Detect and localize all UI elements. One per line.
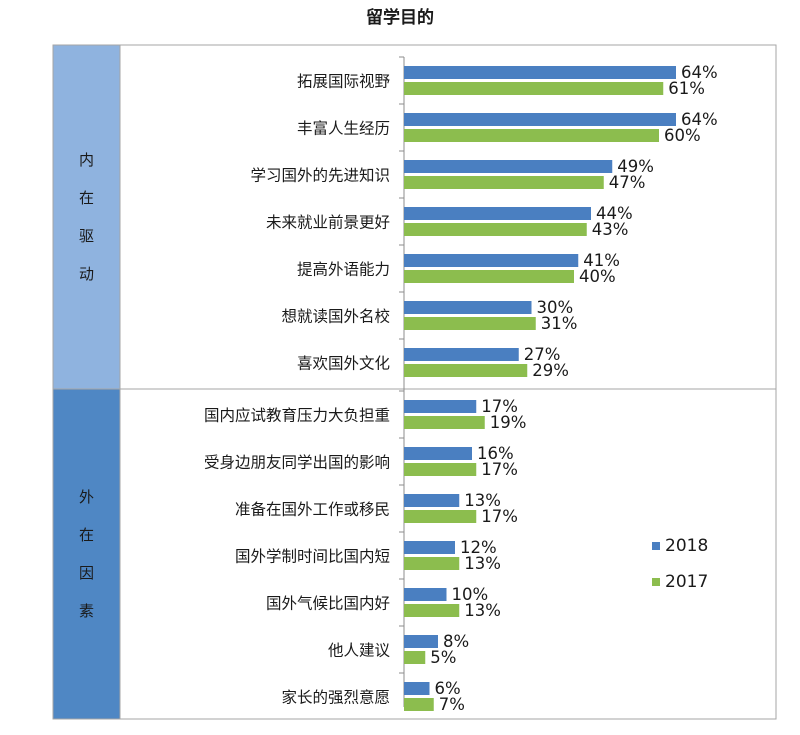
bar-2017 — [404, 698, 434, 711]
legend-swatch-2017 — [652, 578, 660, 586]
data-label-2017: 13% — [464, 601, 501, 620]
data-label-2017: 7% — [439, 695, 465, 714]
category-label: 提高外语能力 — [297, 261, 390, 279]
bar-2018 — [404, 301, 532, 314]
category-label: 国外气候比国内好 — [266, 595, 390, 613]
data-label-2018: 12% — [460, 538, 497, 557]
category-label: 丰富人生经历 — [297, 120, 390, 138]
data-label-2018: 10% — [452, 585, 489, 604]
bar-2018 — [404, 160, 613, 173]
data-label-2018: 8% — [443, 632, 469, 651]
legend-swatch-2018 — [652, 542, 660, 550]
data-label-2018: 16% — [477, 444, 514, 463]
bar-2017 — [404, 129, 659, 142]
data-label-2017: 19% — [490, 413, 527, 432]
bar-2018 — [404, 400, 477, 413]
data-label-2018: 41% — [583, 251, 620, 270]
bar-2017 — [404, 651, 426, 664]
data-label-2017: 13% — [464, 554, 501, 573]
data-label-2017: 60% — [664, 126, 701, 145]
group-band — [53, 389, 120, 719]
data-label-2018: 6% — [435, 679, 461, 698]
data-label-2017: 5% — [430, 648, 456, 667]
bar-2018 — [404, 348, 519, 361]
legend-label-2018: 2018 — [665, 536, 708, 556]
bar-2018 — [404, 494, 460, 507]
bar-2017 — [404, 223, 587, 236]
category-label: 国内应试教育压力大负担重 — [204, 406, 390, 425]
category-label: 他人建议 — [328, 642, 391, 660]
category-label: 准备在国外工作或移民 — [235, 501, 390, 519]
category-label: 拓展国际视野 — [297, 73, 391, 91]
data-label-2017: 17% — [481, 507, 518, 526]
group-label: 内在驱动 — [79, 151, 94, 283]
category-label: 学习国外的先进知识 — [250, 167, 390, 185]
bar-2018 — [404, 588, 447, 601]
bar-2017 — [404, 364, 528, 377]
data-label-2018: 44% — [596, 204, 633, 223]
chart-frame — [52, 44, 777, 720]
category-label: 国外学制时间比国内短 — [235, 548, 390, 566]
data-label-2017: 31% — [541, 314, 578, 333]
category-label: 受身边朋友同学出国的影响 — [204, 454, 390, 472]
category-label: 想就读国外名校 — [281, 308, 390, 326]
category-label: 未来就业前景更好 — [266, 214, 390, 232]
category-label: 家长的强烈意愿 — [281, 688, 390, 707]
bar-2017 — [404, 510, 477, 523]
bar-2018 — [404, 207, 591, 220]
data-label-2017: 61% — [668, 79, 705, 98]
data-label-2018: 27% — [524, 345, 561, 364]
bar-2017 — [404, 317, 536, 330]
bar-2017 — [404, 463, 477, 476]
data-label-2017: 47% — [609, 173, 646, 192]
bar-2018 — [404, 541, 455, 554]
bar-2018 — [404, 66, 676, 79]
bar-2017 — [404, 82, 664, 95]
bar-2017 — [404, 557, 460, 570]
bar-2018 — [404, 113, 676, 126]
chart-title: 留学目的 — [366, 7, 434, 28]
group-band — [53, 45, 120, 389]
group-label: 外在因素 — [79, 488, 94, 620]
category-label: 喜欢国外文化 — [297, 355, 390, 373]
bar-2018 — [404, 682, 430, 695]
data-label-2018: 17% — [481, 397, 518, 416]
data-label-2017: 40% — [579, 267, 616, 286]
data-label-2017: 43% — [592, 220, 629, 239]
data-label-2017: 29% — [532, 361, 569, 380]
bar-2017 — [404, 176, 604, 189]
data-label-2018: 64% — [681, 110, 718, 129]
bar-2017 — [404, 270, 574, 283]
data-label-2018: 30% — [537, 298, 574, 317]
data-label-2018: 49% — [617, 157, 654, 176]
data-label-2017: 17% — [481, 460, 518, 479]
data-label-2018: 13% — [464, 491, 501, 510]
legend-label-2017: 2017 — [665, 572, 708, 592]
bar-2018 — [404, 254, 579, 267]
bar-2017 — [404, 416, 485, 429]
bar-2018 — [404, 635, 438, 648]
bar-2017 — [404, 604, 460, 617]
data-label-2018: 64% — [681, 63, 718, 82]
bar-2018 — [404, 447, 472, 460]
